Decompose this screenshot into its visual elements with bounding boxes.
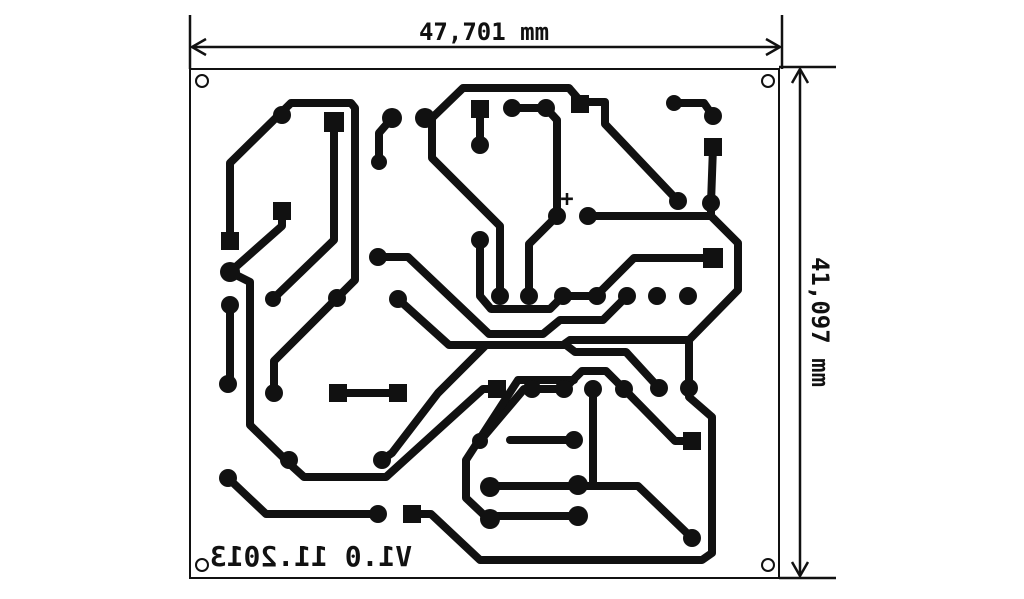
- trace-lower-loop-outer: [462, 376, 582, 520]
- mounting-holes: [195, 74, 775, 572]
- pad-round: [471, 231, 489, 249]
- pad-round: [555, 380, 573, 398]
- trace-lower-box: [560, 367, 696, 445]
- pad-round: [568, 475, 588, 495]
- pad-round: [220, 262, 240, 282]
- pad-round: [219, 375, 237, 393]
- pad-round: [554, 287, 572, 305]
- pad-round: [683, 529, 701, 547]
- pad-round: [369, 505, 387, 523]
- pad-square: [683, 432, 701, 450]
- pad-round: [579, 207, 597, 225]
- height-dimension: [779, 65, 836, 580]
- pad-round: [680, 379, 698, 397]
- pad-square: [273, 202, 291, 220]
- pad-round: [415, 108, 435, 128]
- mounting-hole-top-left: [195, 74, 209, 88]
- mounting-hole-bottom-right: [761, 558, 775, 572]
- pad-round: [369, 248, 387, 266]
- board-outline: [189, 68, 780, 579]
- pad-square: [488, 380, 506, 398]
- pad-round: [615, 380, 633, 398]
- pad-round: [273, 106, 291, 124]
- pad-round: [389, 290, 407, 308]
- trace-cap-lead: [508, 104, 561, 300]
- pad-round: [588, 287, 606, 305]
- pad-square: [403, 505, 421, 523]
- trace-middle-diagonal: [374, 253, 631, 338]
- pad-round: [373, 451, 391, 469]
- pad-round: [520, 287, 538, 305]
- trace-left-outer-loop: [226, 99, 359, 302]
- pad-round: [371, 154, 387, 170]
- trace-left-bottom: [224, 474, 382, 518]
- pad-round: [679, 287, 697, 305]
- pad-round: [265, 291, 281, 307]
- pad-round: [471, 136, 489, 154]
- pad-round: [648, 287, 666, 305]
- pad-round: [503, 99, 521, 117]
- pad-square: [704, 138, 722, 156]
- pad-square: [571, 95, 589, 113]
- pad-square: [329, 384, 347, 402]
- pad-square: [703, 248, 723, 268]
- pad-square: [389, 384, 407, 402]
- pad-round: [702, 194, 720, 212]
- copper-pads: [219, 95, 723, 547]
- pad-round: [472, 433, 488, 449]
- pad-round: [618, 287, 636, 305]
- mounting-hole-bottom-left: [195, 558, 209, 572]
- pad-round: [650, 379, 668, 397]
- pad-round: [548, 207, 566, 225]
- trace-pad-right-row: [593, 254, 717, 299]
- pad-round: [537, 99, 555, 117]
- pad-round: [480, 509, 500, 529]
- mounting-hole-top-right: [761, 74, 775, 88]
- width-dimension-label: 47,701 mm: [419, 18, 549, 46]
- pad-square: [324, 112, 344, 132]
- pad-round: [382, 108, 402, 128]
- pad-round: [221, 296, 239, 314]
- height-dimension-label: 41,097 mm: [806, 257, 834, 387]
- width-dimension: [188, 15, 784, 69]
- pad-square: [221, 232, 239, 250]
- trace-right-horizontal: [378, 212, 742, 464]
- pad-round: [491, 287, 509, 305]
- pad-round: [328, 289, 346, 307]
- polarity-mark: +: [560, 187, 573, 212]
- trace-left-long-loop: [226, 268, 501, 481]
- pad-round: [568, 506, 588, 526]
- pad-square: [471, 100, 489, 118]
- trace-left-diagonal: [270, 294, 341, 397]
- pad-round: [669, 192, 687, 210]
- pad-round: [280, 451, 298, 469]
- trace-pad-column: [269, 117, 338, 303]
- pad-round: [219, 469, 237, 487]
- pad-round: [480, 477, 500, 497]
- pad-round: [523, 380, 541, 398]
- trace-lower-long: [486, 482, 696, 542]
- pad-round: [584, 380, 602, 398]
- pad-round: [704, 107, 722, 125]
- trace-lower-diagonal: [394, 295, 663, 392]
- version-label: V1.0 11.2013: [210, 540, 412, 573]
- pad-round: [565, 431, 583, 449]
- pad-round: [265, 384, 283, 402]
- pad-round: [666, 95, 682, 111]
- trace-right-lower-loop: [408, 336, 716, 564]
